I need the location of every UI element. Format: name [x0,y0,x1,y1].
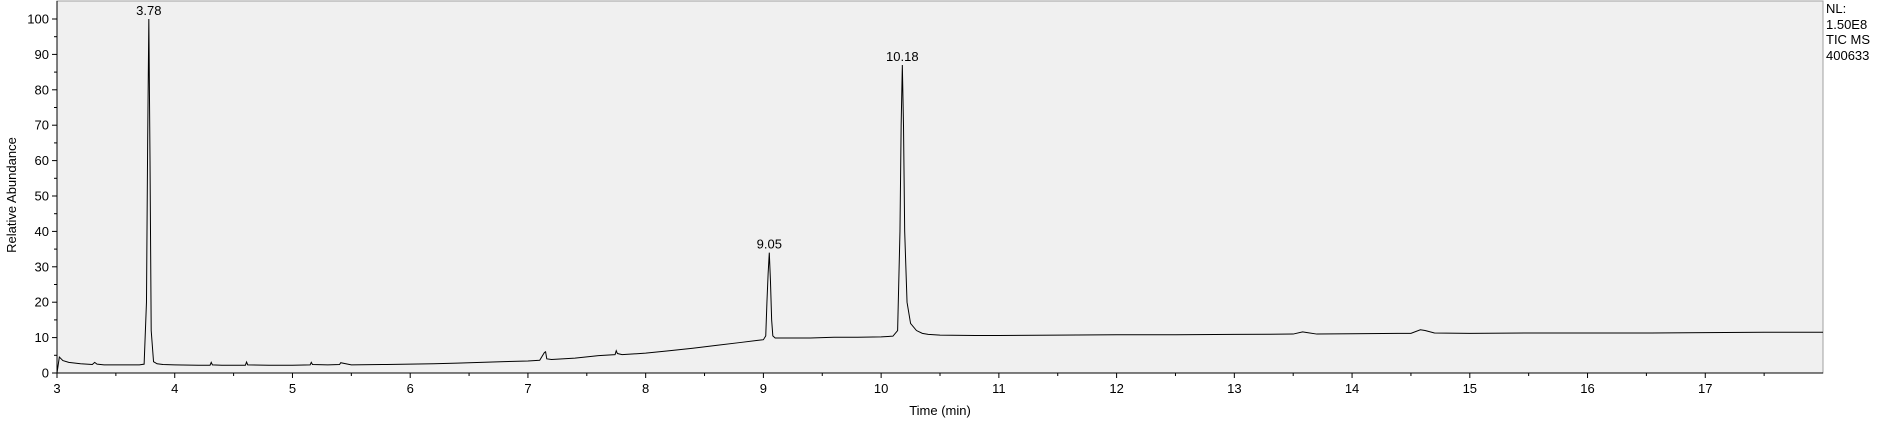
x-tick-label: 9 [760,381,767,396]
instrument-info-panel: NL: 1.50E8 TIC MS 400633 [1826,1,1876,63]
tic-trace-line [56,18,1823,374]
y-tick-label: 100 [27,12,49,27]
y-tick-label: 60 [35,153,49,168]
axis-ticks: 3 4 5 6 7 8 9 10 11 12 13 14 15 16 17 0 10 20 30 40 50 60 70 80… [27,12,1765,396]
peak-label: 9.05 [757,237,782,252]
y-tick-label: 30 [35,259,49,274]
x-tick-label: 8 [642,381,649,396]
x-tick-label: 4 [171,381,178,396]
x-tick-label: 10 [874,381,888,396]
x-tick-label: 11 [992,381,1006,396]
y-axis-label: Relative Abundance [4,137,19,253]
peak-labels: 3.78 9.05 10.18 [136,3,918,252]
y-tick-label: 80 [35,82,49,97]
normalization-value: 1.50E8 [1826,16,1868,32]
file-id: 400633 [1826,47,1870,63]
x-tick-label: 6 [407,381,414,396]
y-tick-label: 0 [42,366,49,381]
y-tick-label: 70 [35,118,49,133]
y-tick-label: 10 [35,330,49,345]
x-tick-label: 5 [289,381,296,396]
x-tick-label: 13 [1227,381,1241,396]
normalization-label: NL: [1826,1,1847,16]
x-tick-label: 17 [1698,381,1712,396]
y-tick-label: 20 [35,295,49,310]
x-tick-label: 12 [1109,381,1123,396]
peak-label: 10.18 [886,49,919,64]
peak-label: 3.78 [136,3,161,18]
y-tick-label: 40 [35,224,49,239]
scan-filter: TIC MS [1826,32,1871,48]
y-tick-label: 50 [35,189,49,204]
x-tick-label: 3 [53,381,60,396]
x-tick-label: 15 [1463,381,1477,396]
x-tick-label: 16 [1580,381,1594,396]
x-tick-label: 7 [524,381,531,396]
plot-area [56,0,1824,374]
x-tick-label: 14 [1345,381,1359,396]
y-tick-label: 90 [35,47,49,62]
x-axis-label: Time (min) [909,403,971,418]
